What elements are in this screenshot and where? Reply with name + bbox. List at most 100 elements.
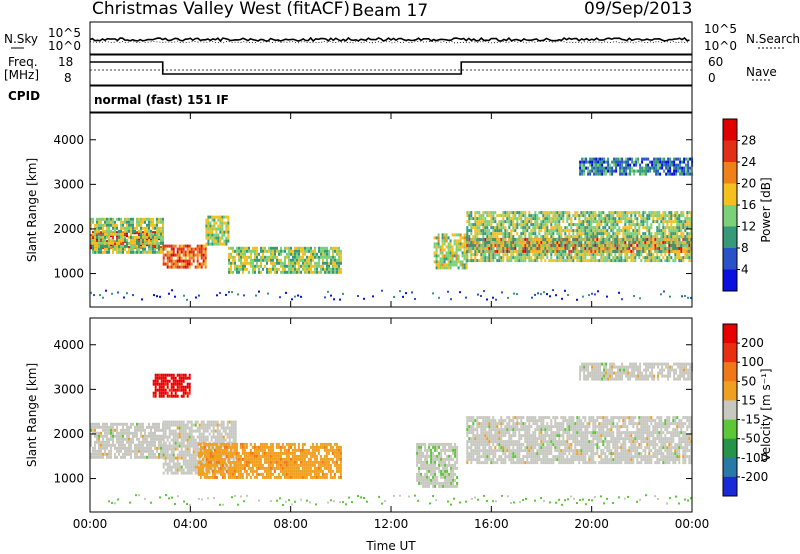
echo-cell bbox=[655, 160, 658, 164]
echo-cell bbox=[484, 229, 487, 233]
echo-cell bbox=[522, 247, 525, 251]
echo-cell bbox=[150, 440, 152, 444]
echo-cell bbox=[94, 440, 96, 444]
echo-cell bbox=[602, 217, 605, 221]
echo-cell bbox=[581, 163, 584, 167]
echo-cell bbox=[484, 247, 487, 251]
echo-cell bbox=[554, 247, 557, 251]
echo-cell bbox=[554, 220, 557, 224]
echo-cell bbox=[564, 289, 566, 292]
echo-cell bbox=[326, 270, 328, 274]
echo-cell bbox=[449, 260, 452, 264]
echo-cell bbox=[628, 211, 631, 215]
echo-cell bbox=[164, 379, 167, 383]
echo-cell bbox=[470, 256, 473, 260]
echo-cell bbox=[590, 259, 593, 263]
echo-cell bbox=[216, 426, 219, 430]
echo-cell bbox=[574, 235, 577, 239]
echo-cell bbox=[656, 211, 659, 215]
echo-cell bbox=[671, 172, 674, 176]
echo-cell bbox=[626, 214, 629, 218]
echo-cell bbox=[586, 253, 589, 257]
echo-cell bbox=[524, 259, 527, 263]
echo-cell bbox=[632, 235, 635, 239]
echo-cell bbox=[152, 220, 154, 224]
echo-cell bbox=[486, 226, 489, 230]
echo-cell bbox=[618, 217, 621, 221]
echo-cell bbox=[601, 160, 604, 164]
echo-cell bbox=[306, 264, 308, 268]
y-tick-label: 4000 bbox=[53, 133, 84, 147]
echo-cell bbox=[122, 434, 124, 438]
echo-cell bbox=[536, 256, 539, 260]
echo-cell bbox=[598, 244, 601, 248]
echo-cell bbox=[176, 423, 179, 427]
echo-cell bbox=[110, 223, 112, 227]
echo-cell bbox=[457, 233, 460, 237]
echo-cell bbox=[470, 226, 473, 230]
echo-cell bbox=[205, 224, 208, 228]
echo-cell bbox=[202, 447, 205, 451]
echo-cell bbox=[194, 265, 197, 269]
echo-cell bbox=[120, 223, 122, 227]
echo-cell bbox=[690, 246, 693, 250]
echo-cell bbox=[200, 253, 203, 257]
echo-cell bbox=[518, 211, 521, 215]
echo-cell bbox=[197, 469, 200, 473]
echo-cell bbox=[108, 238, 110, 242]
echo-cell bbox=[196, 462, 199, 466]
echo-cell bbox=[232, 270, 234, 274]
echo-cell bbox=[154, 431, 156, 435]
echo-cell bbox=[122, 422, 124, 426]
echo-cell bbox=[186, 265, 189, 269]
echo-cell bbox=[158, 422, 160, 426]
echo-cell bbox=[180, 379, 183, 383]
echo-cell bbox=[484, 256, 487, 260]
echo-cell bbox=[624, 211, 627, 215]
echo-cell bbox=[142, 455, 144, 459]
echo-cell bbox=[219, 454, 222, 458]
echo-cell bbox=[176, 471, 179, 475]
echo-cell bbox=[568, 244, 571, 248]
echo-cell bbox=[174, 262, 177, 266]
echo-cell bbox=[562, 259, 565, 263]
echo-cell bbox=[156, 446, 158, 450]
echo-cell bbox=[156, 437, 158, 441]
echo-cell bbox=[526, 256, 529, 260]
echo-cell bbox=[266, 261, 268, 265]
echo-cell bbox=[258, 264, 260, 268]
echo-cell bbox=[207, 463, 210, 467]
echo-cell bbox=[96, 250, 98, 254]
echo-cell bbox=[200, 426, 203, 430]
echo-cell bbox=[294, 249, 296, 253]
echo-cell bbox=[528, 256, 531, 260]
echo-cell bbox=[629, 157, 632, 161]
echo-cell bbox=[268, 258, 270, 262]
echo-cell bbox=[108, 235, 110, 239]
echo-cell bbox=[614, 232, 617, 236]
echo-cell bbox=[108, 244, 110, 248]
echo-cell bbox=[96, 247, 98, 251]
echo-cell bbox=[225, 221, 228, 225]
echo-cell bbox=[605, 169, 608, 173]
echo-cell bbox=[596, 235, 599, 239]
echo-cell bbox=[516, 241, 519, 245]
echo-cell bbox=[218, 435, 221, 439]
echo-cell bbox=[443, 239, 446, 243]
echo-cell bbox=[209, 227, 212, 231]
echo-cell bbox=[530, 247, 533, 251]
echo-cell bbox=[118, 422, 120, 426]
echo-cell bbox=[672, 220, 675, 224]
echo-cell bbox=[597, 290, 599, 293]
echo-cell bbox=[658, 214, 661, 218]
echo-cell bbox=[677, 166, 680, 170]
echo-cell bbox=[96, 440, 98, 444]
echo-cell bbox=[648, 259, 651, 263]
echo-cell bbox=[310, 270, 312, 274]
echo-cell bbox=[662, 232, 665, 236]
echo-cell bbox=[298, 246, 300, 250]
echo-cell bbox=[237, 454, 240, 458]
echo-cell bbox=[486, 250, 489, 254]
echo-cell bbox=[290, 270, 292, 274]
echo-cell bbox=[620, 241, 623, 245]
